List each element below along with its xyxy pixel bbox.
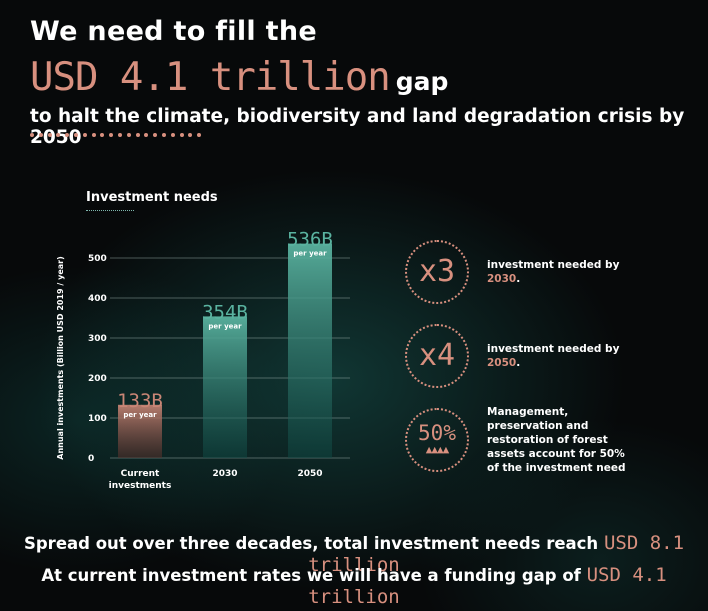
divider-dot [179, 133, 184, 137]
footer-line2-text: At current investment rates we will have… [41, 566, 581, 585]
bar-sublabel: per year [293, 250, 327, 258]
divider-dot [135, 133, 140, 137]
stat-text-end: . [516, 273, 521, 285]
x-category-label: 2050 [297, 469, 322, 479]
y-tick-label: 200 [88, 374, 107, 384]
stat-badge: 50% [418, 420, 456, 445]
divider-dot [170, 133, 175, 137]
divider-dot [82, 133, 87, 137]
stat-description: Management, preservation and restoration… [487, 405, 637, 475]
divider-dot [56, 133, 61, 137]
stat-description: investment needed by 2050. [487, 342, 637, 370]
divider-dot [109, 133, 114, 137]
chart-title-underline [86, 210, 134, 211]
footer-line1-text: Spread out over three decades, total inv… [23, 534, 599, 553]
stat-text-end: . [516, 357, 521, 369]
headline-amount: USD 4.1 trillion [30, 55, 391, 100]
y-tick-label: 100 [88, 414, 107, 424]
headline-line1: We need to fill the [30, 16, 318, 47]
divider-dot [47, 133, 52, 137]
headline-subtitle: to halt the climate, biodiversity and la… [30, 106, 685, 148]
stat-highlight: 2030 [487, 273, 517, 285]
bar-sublabel: per year [208, 322, 242, 330]
bar [203, 316, 247, 458]
stat-x4: x4 investment needed by 2050. [405, 324, 637, 388]
bar-sublabel: per year [123, 411, 157, 419]
stat-highlight: 2050 [487, 357, 517, 369]
stat-badge-ring: x3 [405, 240, 469, 304]
headline-amount-row: USD 4.1 trillion gap [30, 55, 448, 100]
stat-text: investment needed by [487, 259, 620, 271]
title-dots-divider [30, 133, 202, 137]
bar [118, 404, 162, 458]
headline-amount-suffix: gap [395, 67, 449, 96]
bar-value-label: 354B [202, 301, 248, 323]
stat-description: investment needed by 2030. [487, 258, 637, 286]
divider-dot [197, 133, 202, 137]
divider-dot [73, 133, 78, 137]
divider-dot [30, 133, 34, 137]
x-category-label: Current [121, 469, 160, 479]
divider-dot [91, 133, 96, 137]
bar-value-label: 133B [117, 390, 163, 412]
stat-x3: x3 investment needed by 2030. [405, 240, 637, 304]
y-tick-label: 500 [88, 254, 107, 264]
divider-dot [144, 133, 149, 137]
footer-line1: Spread out over three decades, total inv… [0, 532, 708, 576]
stat-badge-ring: x4 [405, 324, 469, 388]
stat-50pct: 50% ▲▲▲▲ Management, preservation and re… [405, 405, 637, 475]
stat-badge: x4 [418, 338, 456, 373]
stat-text: Management, preservation and restoration… [487, 406, 626, 474]
forest-icon: ▲▲▲▲ [425, 442, 449, 456]
divider-dot [188, 133, 193, 137]
y-tick-label: 0 [88, 454, 94, 464]
bar [288, 243, 332, 458]
stat-badge: x3 [418, 254, 456, 289]
x-category-label: 2030 [212, 469, 237, 479]
divider-dot [126, 133, 131, 137]
divider-dot [153, 133, 158, 137]
divider-dot [100, 133, 105, 137]
bar-value-label: 536B [287, 229, 333, 251]
divider-dot [117, 133, 122, 137]
stat-badge-ring: 50% ▲▲▲▲ [405, 408, 469, 472]
divider-dot [65, 133, 70, 137]
y-tick-label: 300 [88, 334, 107, 344]
divider-dot [161, 133, 166, 137]
y-tick-label: 400 [88, 294, 107, 304]
x-category-label: investments [109, 481, 172, 491]
footer-line2: At current investment rates we will have… [0, 564, 708, 608]
y-axis-label: Annual investments (Billion USD 2019 / y… [56, 256, 65, 459]
footer-line2-value: USD 4.1 trillion [308, 564, 667, 608]
divider-dot [38, 133, 43, 137]
footer-line1-value: USD 8.1 trillion [308, 532, 685, 576]
stat-text: investment needed by [487, 343, 620, 355]
chart-title: Investment needs [86, 190, 218, 205]
